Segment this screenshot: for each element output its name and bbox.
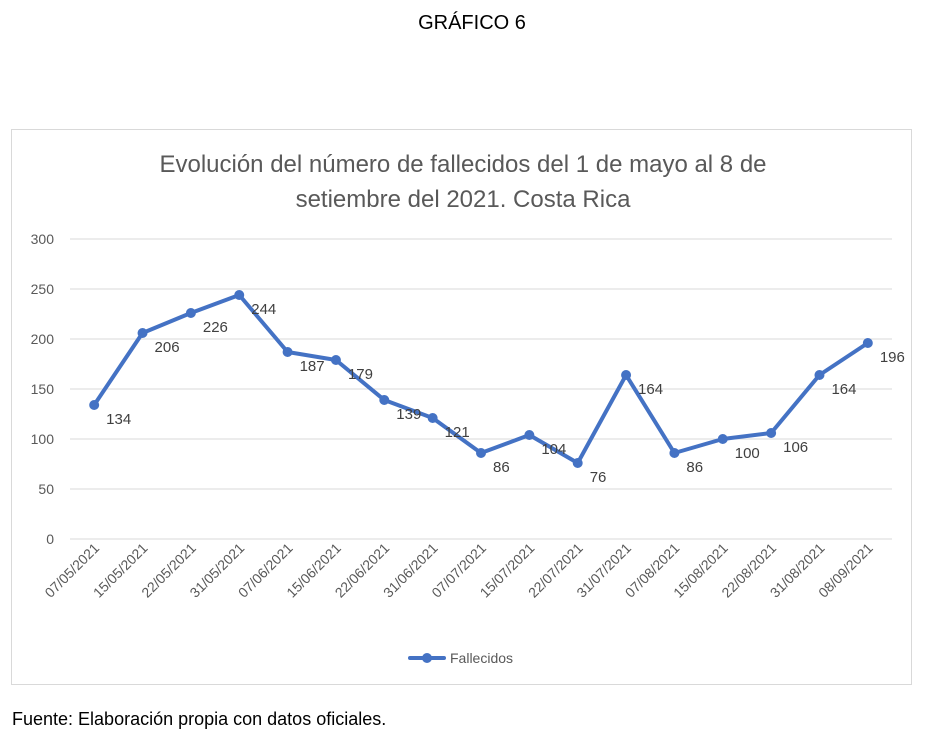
data-label: 187 — [300, 358, 325, 375]
source-note: Fuente: Elaboración propia con datos ofi… — [12, 709, 387, 729]
data-point — [476, 448, 486, 458]
data-point — [572, 458, 583, 468]
data-point — [766, 428, 777, 438]
y-tick-label: 0 — [46, 531, 54, 547]
data-label: 206 — [155, 339, 180, 356]
data-label: 100 — [735, 445, 760, 462]
y-axis-ticks: 0 50 100 150 200 250 300 — [31, 231, 55, 547]
data-label: 134 — [106, 411, 131, 428]
y-tick-label: 150 — [31, 381, 55, 397]
legend: Fallecidos — [408, 650, 513, 666]
legend-marker — [422, 653, 432, 663]
data-point — [862, 338, 873, 348]
data-label: 106 — [783, 439, 808, 456]
y-tick-label: 300 — [31, 231, 55, 247]
data-label: 164 — [638, 381, 663, 398]
data-point — [282, 347, 293, 357]
page-heading: GRÁFICO 6 — [418, 12, 526, 34]
data-point — [137, 328, 148, 338]
data-label: 76 — [590, 469, 607, 486]
data-label: 121 — [445, 424, 470, 441]
line-chart: Evolución del número de fallecidos del 1… — [31, 151, 905, 666]
gridlines — [70, 238, 892, 540]
data-point — [669, 448, 680, 458]
data-label: 104 — [541, 441, 566, 458]
data-point — [427, 413, 438, 423]
x-axis-ticks: 07/05/202115/05/202122/05/202131/05/2021… — [41, 540, 876, 601]
data-point — [524, 430, 535, 440]
data-label: 179 — [348, 366, 373, 383]
data-label: 196 — [880, 349, 905, 366]
data-point — [89, 400, 100, 410]
data-point — [185, 308, 196, 318]
y-tick-label: 200 — [31, 331, 55, 347]
y-tick-label: 100 — [31, 431, 55, 447]
data-label: 86 — [493, 459, 510, 476]
chart-area: Evolución del número de fallecidos del 1… — [11, 129, 912, 685]
legend-label: Fallecidos — [450, 650, 513, 666]
data-label: 139 — [396, 406, 421, 423]
data-label: 244 — [251, 301, 276, 318]
data-point — [234, 290, 245, 300]
y-tick-label: 250 — [31, 281, 55, 297]
data-label: 164 — [831, 381, 856, 398]
data-point — [330, 355, 341, 365]
data-labels: 134 206 226 244 187 179 139 121 86 104 76 164 86 100 1… — [106, 301, 905, 486]
data-point — [814, 370, 825, 380]
chart-title-line-1: Evolución del número de fallecidos del 1… — [159, 151, 766, 178]
chart-title-line-2: setiembre del 2021. Costa Rica — [296, 186, 631, 213]
y-tick-label: 50 — [38, 481, 54, 497]
data-label: 86 — [686, 459, 703, 476]
data-point — [621, 370, 632, 380]
series-fallecidos — [89, 290, 873, 468]
data-point — [717, 434, 728, 444]
data-point — [379, 395, 390, 405]
chart-title-group: Evolución del número de fallecidos del 1… — [159, 151, 766, 213]
data-label: 226 — [203, 319, 228, 336]
